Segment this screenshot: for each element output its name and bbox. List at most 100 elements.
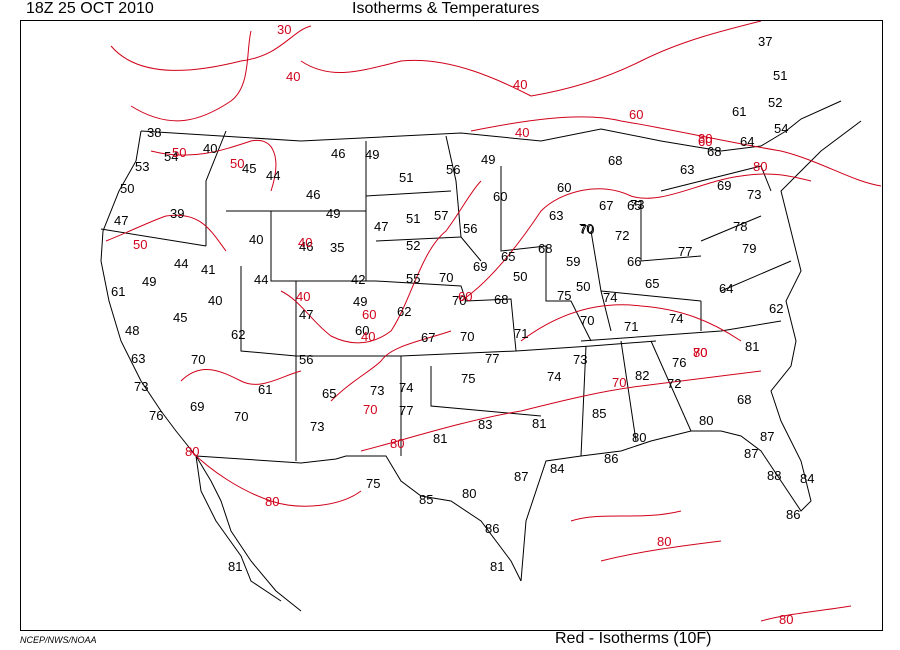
temperature-value: 47 (114, 213, 128, 228)
temperature-value: 80 (632, 430, 646, 445)
temperature-value: 65 (501, 249, 515, 264)
temperature-value: 57 (434, 208, 448, 223)
temperature-value: 73 (573, 352, 587, 367)
temperature-value: 45 (242, 161, 256, 176)
credit-line: NCEP/NWS/NOAA (20, 635, 97, 645)
temperature-value: 69 (473, 259, 487, 274)
temperature-value: 70 (439, 270, 453, 285)
isotherm-label: 50 (172, 145, 186, 160)
isotherm-label: 80 (779, 612, 793, 627)
isotherm-label: 80 (753, 159, 767, 174)
temperature-value: 73 (134, 379, 148, 394)
temperature-value: 68 (538, 241, 552, 256)
temperature-value: 40 (208, 293, 222, 308)
temperature-value: 44 (254, 272, 268, 287)
temperature-value: 56 (463, 221, 477, 236)
isotherm-lines (105, 21, 882, 622)
temperature-value: 67 (421, 330, 435, 345)
temperature-value: 68 (707, 144, 721, 159)
temperature-value: 70 (191, 352, 205, 367)
temperature-value: 70 (580, 222, 594, 237)
temperature-value: 56 (446, 162, 460, 177)
isotherm-label: 80 (185, 444, 199, 459)
temperature-value: 63 (131, 351, 145, 366)
isotherm-label: 30 (114, 21, 128, 23)
temperature-value: 72 (667, 376, 681, 391)
temperature-value: 68 (494, 292, 508, 307)
temperature-value: 75 (366, 476, 380, 491)
temperature-value: 83 (478, 417, 492, 432)
isotherm-label: 80 (698, 131, 712, 146)
isotherm-label: 70 (612, 375, 626, 390)
temperature-value: 81 (532, 416, 546, 431)
temperature-value: 37 (758, 34, 772, 49)
temperature-value: 56 (299, 352, 313, 367)
temperature-value: 65 (645, 276, 659, 291)
temperature-value: 41 (201, 262, 215, 277)
temperature-value: 44 (266, 168, 280, 183)
temperature-value: 49 (326, 206, 340, 221)
temperature-value: 86 (485, 521, 499, 536)
temperature-value: 35 (330, 240, 344, 255)
isotherm-label: 70 (363, 402, 377, 417)
isotherm-label: 80 (657, 534, 671, 549)
temperature-value: 63 (549, 208, 563, 223)
temperature-value: 70 (234, 409, 248, 424)
temperature-value: 85 (419, 492, 433, 507)
temperature-value: 51 (406, 211, 420, 226)
temperature-value: 40 (203, 141, 217, 156)
isotherm-label: 40 (286, 69, 300, 84)
temperature-value: 73 (370, 383, 384, 398)
temperature-value: 86 (604, 451, 618, 466)
temperature-value: 70 (460, 329, 474, 344)
temperature-value: 71 (624, 319, 638, 334)
temperature-value: 75 (461, 371, 475, 386)
temperature-value: 79 (742, 241, 756, 256)
temperature-value: 49 (142, 274, 156, 289)
temperature-value: 73 (310, 419, 324, 434)
temperature-value: 81 (433, 431, 447, 446)
legend-text: Red - Isotherms (10F) (555, 630, 712, 647)
temperature-value: 87 (760, 429, 774, 444)
valid-time: 18Z 25 OCT 2010 (26, 0, 154, 17)
temperature-value: 86 (786, 507, 800, 522)
temperature-value: 53 (135, 159, 149, 174)
temperature-value: 77 (399, 403, 413, 418)
temperature-value: 60 (557, 180, 571, 195)
temperature-value: 73 (630, 197, 644, 212)
state-boundaries (100, 100, 862, 612)
temperature-value: 70 (580, 313, 594, 328)
temperature-value: 61 (111, 284, 125, 299)
isotherm-label: 40 (296, 289, 310, 304)
isotherm-label: 30 (277, 22, 291, 37)
temperature-value: 77 (485, 351, 499, 366)
map-frame: 37 51 52 54 61 64 68 68 63 69 60 73 70 50 49 56 46 49 51 50… (20, 20, 883, 631)
temperature-value: 78 (733, 219, 747, 234)
temperature-value: 54 (774, 121, 788, 136)
temperature-value: 60 (355, 323, 369, 338)
map-title: Isotherms & Temperatures (352, 0, 540, 17)
temperature-value: 50 (513, 269, 527, 284)
temperature-value: 49 (365, 147, 379, 162)
isotherm-label: 80 (265, 494, 279, 509)
temperature-value: 60 (493, 189, 507, 204)
temperature-value: 40 (249, 232, 263, 247)
temperature-value: 51 (773, 68, 787, 83)
temperature-value: 88 (767, 468, 781, 483)
temperature-value: 84 (550, 461, 564, 476)
isotherm-label: 80 (693, 345, 707, 360)
temperature-value: 49 (481, 152, 495, 167)
temperature-value: 81 (745, 339, 759, 354)
temperature-value: 71 (514, 326, 528, 341)
temperature-value: 49 (353, 294, 367, 309)
temperature-value: 51 (399, 170, 413, 185)
temperature-value: 62 (397, 304, 411, 319)
temperature-value: 74 (603, 290, 617, 305)
isotherm-label: 40 (361, 329, 375, 344)
temperature-value: 64 (740, 134, 754, 149)
isotherm-label: 60 (698, 134, 712, 149)
isotherm-label: 50 (133, 237, 147, 252)
temperature-value: 72 (615, 228, 629, 243)
temperature-value: 87 (744, 446, 758, 461)
